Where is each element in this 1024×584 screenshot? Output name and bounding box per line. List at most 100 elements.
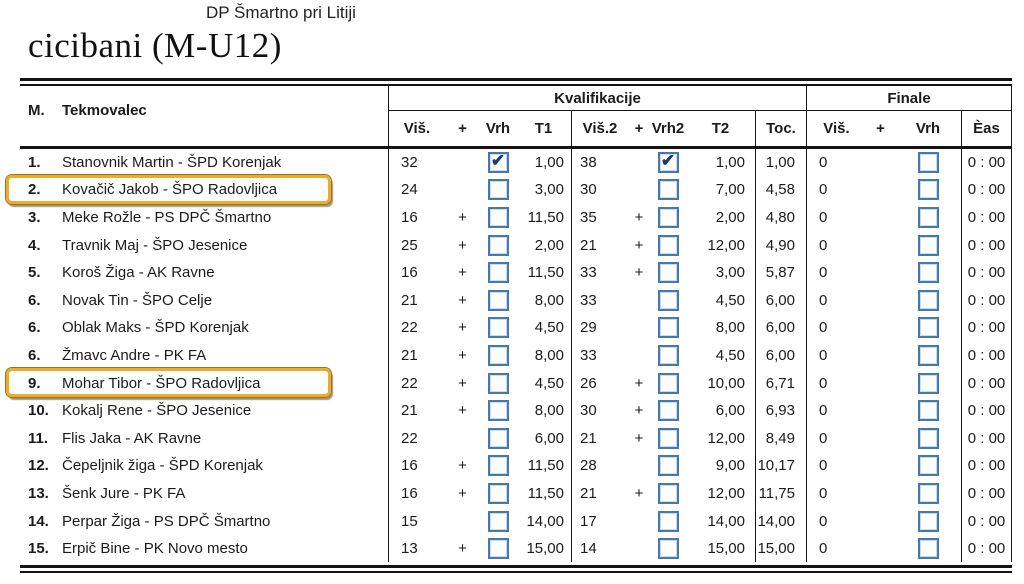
cell-vis2: 38: [571, 148, 628, 177]
finale-vrh-checkbox[interactable]: [917, 510, 939, 532]
vrh-checkbox[interactable]: [487, 262, 509, 284]
vrh2-checkbox[interactable]: [657, 400, 679, 422]
finale-vrh-checkbox[interactable]: [917, 538, 939, 560]
column-header-row: Viš. + Vrh T1 Viš.2 + Vrh2 T2 Toc. Viš. …: [20, 110, 1012, 146]
vrh-checkbox[interactable]: ✔: [487, 151, 509, 173]
cell-name: Mohar Tibor - ŠPO Radovljica: [62, 374, 261, 392]
cell-m: 4.: [28, 236, 41, 254]
cell-fvis: 0: [806, 341, 866, 370]
column-header-vis2: Viš.2: [571, 110, 628, 146]
cell-m: 5.: [28, 264, 41, 282]
vrh2-checkbox[interactable]: [657, 482, 679, 504]
cell-cas: 0 : 00: [961, 231, 1012, 259]
table-row: 14. Perpar Žiga - PS DPČ Šmartno 15 14,00 17…: [20, 507, 1012, 535]
cell-plus: +: [458, 540, 467, 558]
cell-fplus: [866, 424, 895, 452]
cell-fvrh: [895, 535, 961, 563]
cell-vis2: 30: [571, 176, 628, 204]
table-row: 15. Erpič Bine - PK Novo mesto 13 +15,00 14 1…: [20, 534, 1012, 563]
cell-t2: 12,00: [707, 484, 745, 502]
vrh-checkbox[interactable]: [487, 179, 509, 201]
cell-vrh2: [650, 452, 686, 480]
vrh-checkbox[interactable]: [487, 455, 509, 477]
cell-fvrh: [895, 369, 961, 397]
cell-fplus: [866, 176, 895, 204]
cell-vis: 22: [388, 314, 445, 342]
vrh-checkbox[interactable]: [487, 482, 509, 504]
vrh2-checkbox[interactable]: [657, 372, 679, 394]
finale-vrh-checkbox[interactable]: [917, 482, 939, 504]
cell-plus: +: [458, 291, 467, 309]
group-header-final: Finale: [806, 86, 1012, 110]
vrh2-checkbox[interactable]: [657, 317, 679, 339]
cell-t1: 14,00: [526, 512, 564, 530]
vrh-checkbox[interactable]: [487, 344, 509, 366]
cell-t1: 11,50: [527, 484, 564, 502]
cell-fvis: 0: [806, 452, 866, 480]
finale-vrh-checkbox[interactable]: [917, 317, 939, 339]
cell-plus2: [628, 452, 650, 480]
vrh2-checkbox[interactable]: ✔: [657, 151, 679, 173]
finale-vrh-checkbox[interactable]: [917, 427, 939, 449]
column-header-rank: M.: [28, 102, 45, 119]
cell-t1: 1,00: [534, 153, 564, 171]
cell-vrh2: [650, 286, 686, 314]
finale-vrh-checkbox[interactable]: [917, 455, 939, 477]
vrh2-checkbox[interactable]: [657, 206, 679, 228]
cell-vis: 16: [388, 479, 445, 508]
vrh2-checkbox[interactable]: [657, 289, 679, 311]
cell-fplus: [866, 369, 895, 397]
cell-m: 12.: [28, 457, 49, 475]
cell-m: 2.: [28, 181, 41, 199]
cell-name: Kovačič Jakob - ŠPO Radovljica: [62, 181, 278, 199]
vrh-checkbox[interactable]: [487, 510, 509, 532]
finale-vrh-checkbox[interactable]: [917, 179, 939, 201]
vrh-checkbox[interactable]: [487, 400, 509, 422]
vrh2-checkbox[interactable]: [657, 234, 679, 256]
cell-t2: 12,00: [707, 429, 745, 447]
finale-vrh-checkbox[interactable]: [917, 206, 939, 228]
cell-name: Šenk Jure - PK FA: [62, 484, 186, 502]
cell-vrh2: [650, 369, 686, 397]
vrh-checkbox[interactable]: [487, 317, 509, 339]
vrh2-checkbox[interactable]: [657, 344, 679, 366]
vrh2-checkbox[interactable]: [657, 262, 679, 284]
vrh-checkbox[interactable]: [487, 372, 509, 394]
cell-name: Perpar Žiga - PS DPČ Šmartno: [62, 512, 271, 530]
vrh-checkbox[interactable]: [487, 206, 509, 228]
cell-t1: 15,00: [526, 540, 564, 558]
vrh-checkbox[interactable]: [487, 427, 509, 449]
vrh2-checkbox[interactable]: [657, 538, 679, 560]
vrh-checkbox[interactable]: [487, 289, 509, 311]
table-row: 1. Stanovnik Martin - ŠPD Korenjak 32 ✔ 1,00…: [20, 148, 1012, 177]
cell-m: 9.: [28, 374, 41, 392]
cell-toc: 6,71: [755, 369, 806, 397]
vrh-checkbox[interactable]: [487, 538, 509, 560]
cell-fvis: 0: [806, 369, 866, 397]
vrh-checkbox[interactable]: [487, 234, 509, 256]
cell-vrh: [480, 535, 516, 563]
finale-vrh-checkbox[interactable]: [917, 262, 939, 284]
vrh2-checkbox[interactable]: [657, 455, 679, 477]
finale-vrh-checkbox[interactable]: [917, 344, 939, 366]
vrh2-checkbox[interactable]: [657, 427, 679, 449]
finale-vrh-checkbox[interactable]: [917, 234, 939, 256]
column-header-plus2: +: [628, 110, 650, 146]
finale-vrh-checkbox[interactable]: [917, 289, 939, 311]
category-title: cicibani (M-U12): [28, 26, 282, 65]
cell-plus: +: [458, 319, 467, 337]
cell-t2: 9,00: [715, 457, 745, 475]
cell-fvis: 0: [806, 258, 866, 287]
cell-t2: 3,00: [715, 264, 745, 282]
cell-plus2: +: [634, 484, 644, 502]
finale-vrh-checkbox[interactable]: [917, 151, 939, 173]
finale-vrh-checkbox[interactable]: [917, 400, 939, 422]
cell-t1: 2,00: [534, 236, 564, 254]
finale-vrh-checkbox[interactable]: [917, 372, 939, 394]
vrh2-checkbox[interactable]: [657, 179, 679, 201]
cell-cas: 0 : 00: [961, 286, 1012, 315]
cell-vis2: 33: [571, 341, 628, 370]
vrh2-checkbox[interactable]: [657, 510, 679, 532]
cell-fvis: 0: [806, 176, 866, 204]
cell-fvis: 0: [806, 314, 866, 342]
